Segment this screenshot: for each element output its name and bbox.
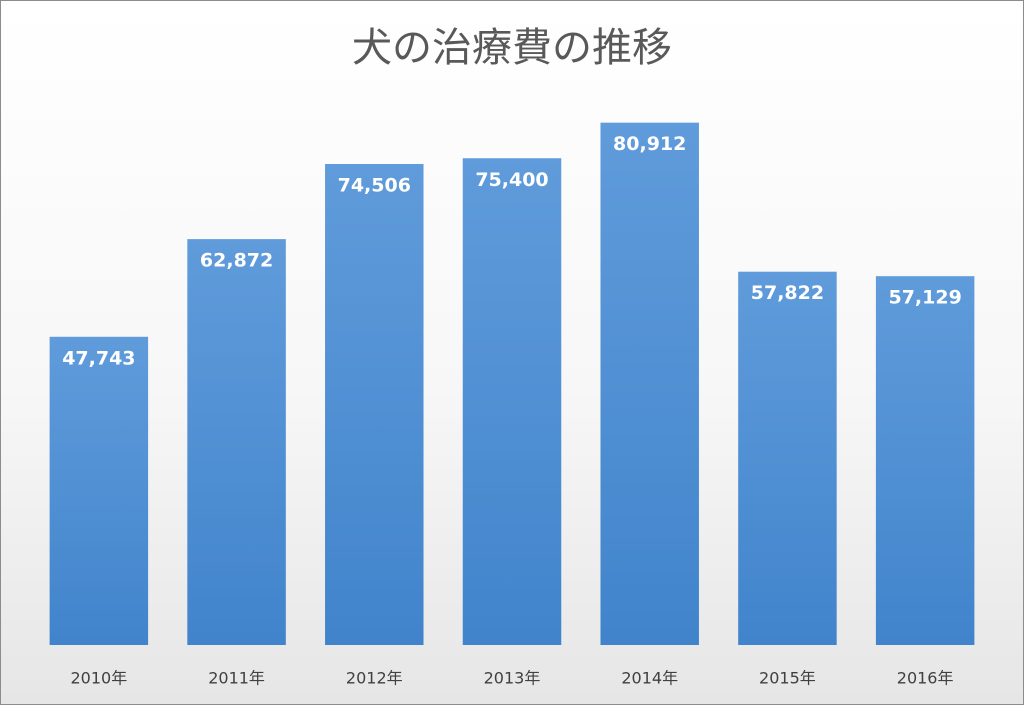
x-tick-label: 2014年 — [621, 669, 678, 688]
bar — [738, 271, 837, 645]
x-tick-label: 2016年 — [897, 669, 954, 688]
bar — [325, 164, 424, 645]
x-tick-label: 2013年 — [484, 669, 541, 688]
bar — [49, 336, 149, 645]
bar — [875, 276, 975, 645]
x-tick-label: 2015年 — [759, 669, 816, 688]
bar — [600, 122, 699, 645]
x-tick-label: 2012年 — [346, 669, 403, 688]
bar — [462, 158, 562, 646]
value-label: 80,912 — [613, 133, 686, 155]
value-label: 62,872 — [200, 250, 273, 272]
value-label: 74,506 — [338, 175, 411, 197]
x-tick-label: 2011年 — [208, 669, 265, 688]
chart-title: 犬の治療費の推移 — [352, 25, 672, 71]
value-label: 75,400 — [475, 169, 548, 191]
bar — [187, 239, 286, 645]
value-label: 47,743 — [62, 347, 135, 369]
x-tick-label: 2010年 — [70, 669, 127, 688]
value-label: 57,822 — [751, 282, 824, 304]
value-label: 57,129 — [888, 287, 961, 309]
